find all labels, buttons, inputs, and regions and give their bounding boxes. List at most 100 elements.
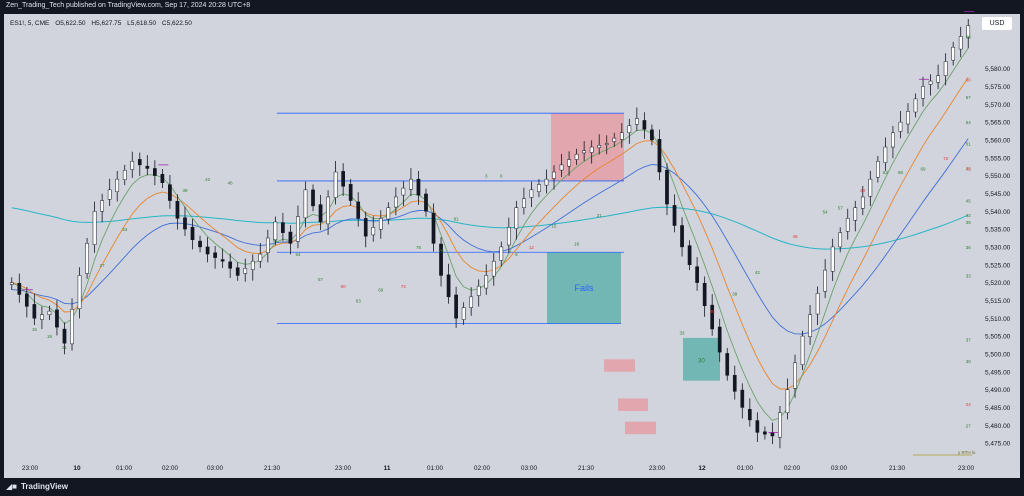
- x-tick-label: 02:00: [162, 465, 179, 472]
- candle-body: [725, 353, 730, 376]
- candle-body: [552, 171, 556, 179]
- candle-body: [755, 420, 760, 433]
- candle-body: [446, 274, 451, 298]
- candle-body: [371, 227, 376, 236]
- rth-low-label: y RTH lo: [958, 450, 976, 455]
- count-label: 78: [439, 248, 445, 253]
- x-tick-label: 12: [698, 465, 706, 472]
- candle-body: [24, 293, 29, 307]
- time-axis-panel: [4, 460, 972, 478]
- candle-body: [650, 129, 654, 141]
- candle-body: [484, 275, 489, 289]
- ema-mid-line: [11, 77, 969, 390]
- candle-body: [702, 282, 707, 307]
- candle-body: [642, 120, 647, 130]
- count-label: 72: [401, 284, 407, 289]
- candle-body: [431, 212, 436, 244]
- count-label: 9: [515, 252, 518, 257]
- candle-body: [921, 86, 925, 99]
- count-label: 33: [122, 227, 128, 232]
- candle-body: [92, 211, 97, 245]
- y-tick-label: 5,485.00: [985, 405, 1011, 412]
- candle-body: [476, 285, 481, 296]
- count-label: 42: [966, 213, 972, 218]
- candle-body: [582, 150, 586, 154]
- candle-body: [589, 146, 594, 153]
- y-tick-label: 5,565.00: [985, 120, 1011, 127]
- y-tick-label: 5,580.00: [985, 66, 1011, 73]
- candle-body: [333, 171, 338, 198]
- tradingview-logo[interactable]: ◢■ TradingView: [6, 482, 68, 491]
- x-tick-label: 23:00: [649, 465, 666, 472]
- x-tick-label: 21:30: [578, 465, 595, 472]
- y-tick-label: 5,570.00: [985, 102, 1011, 109]
- candle-body: [491, 260, 496, 277]
- currency-button[interactable]: USD: [982, 17, 1012, 30]
- count-label: 21: [62, 345, 68, 350]
- count-label: 33: [966, 273, 972, 278]
- y-tick-label: 5,525.00: [985, 262, 1011, 269]
- candle-body: [853, 207, 858, 221]
- count-label: 30: [966, 359, 972, 364]
- count-label: 37: [966, 338, 972, 343]
- candle-body: [341, 171, 345, 187]
- candle-body: [273, 221, 278, 241]
- count-label: 39: [182, 188, 188, 193]
- candle-body: [838, 232, 843, 248]
- candle-body: [122, 169, 127, 181]
- candle-body: [717, 326, 722, 353]
- candle-body: [130, 161, 135, 170]
- candle-body: [537, 184, 541, 193]
- candle-body: [160, 174, 165, 183]
- supply-zone: [618, 398, 648, 411]
- logo-text: TradingView: [20, 482, 68, 491]
- count-label: 60: [966, 77, 972, 82]
- count-label: 51: [273, 238, 279, 243]
- high-value: H5,627.75: [91, 20, 122, 27]
- candle-body: [70, 309, 74, 345]
- count-label: 33: [680, 331, 686, 336]
- candle-body: [348, 184, 353, 201]
- count-label: 51: [966, 141, 972, 146]
- close-value: C5,622.50: [161, 20, 192, 27]
- count-label: 72: [943, 156, 949, 161]
- y-tick-label: 5,480.00: [985, 423, 1011, 430]
- count-label: 66: [966, 34, 972, 39]
- candle-body: [228, 261, 233, 269]
- chart-area[interactable]: [4, 14, 1020, 478]
- candle-body: [657, 139, 662, 173]
- candle-body: [439, 243, 443, 276]
- candle-body: [258, 253, 263, 262]
- candle-body: [860, 196, 865, 209]
- candle-body: [665, 169, 669, 205]
- count-label: 81: [454, 216, 460, 221]
- candle-body: [845, 218, 850, 232]
- supply-zone: [625, 421, 656, 435]
- count-label: 24: [966, 402, 972, 407]
- candle-body: [190, 226, 195, 241]
- count-label: 57: [838, 206, 844, 211]
- candle-body: [747, 409, 752, 421]
- x-tick-label: 01:00: [737, 465, 754, 472]
- candle-body: [597, 145, 602, 148]
- candle-body: [386, 207, 391, 220]
- candle-body: [205, 246, 210, 255]
- candle-body: [815, 293, 820, 315]
- candle-body: [943, 61, 948, 76]
- candle-body: [265, 237, 270, 254]
- x-tick-label: 23:00: [22, 465, 39, 472]
- tradingview-mark-icon: ◢■: [6, 482, 17, 491]
- candle-body: [800, 335, 805, 366]
- symbol-label[interactable]: ES1!, 5, CME: [10, 20, 50, 27]
- y-tick-label: 5,555.00: [985, 155, 1011, 162]
- y-tick-label: 5,520.00: [985, 280, 1011, 287]
- candle-body: [326, 196, 330, 225]
- candle-body: [951, 46, 956, 61]
- count-label: 6: [500, 174, 503, 179]
- candle-body: [544, 178, 549, 186]
- count-label: 54: [823, 209, 829, 214]
- candle-body: [356, 201, 361, 219]
- candle-body: [394, 196, 398, 208]
- count-label: 69: [378, 288, 384, 293]
